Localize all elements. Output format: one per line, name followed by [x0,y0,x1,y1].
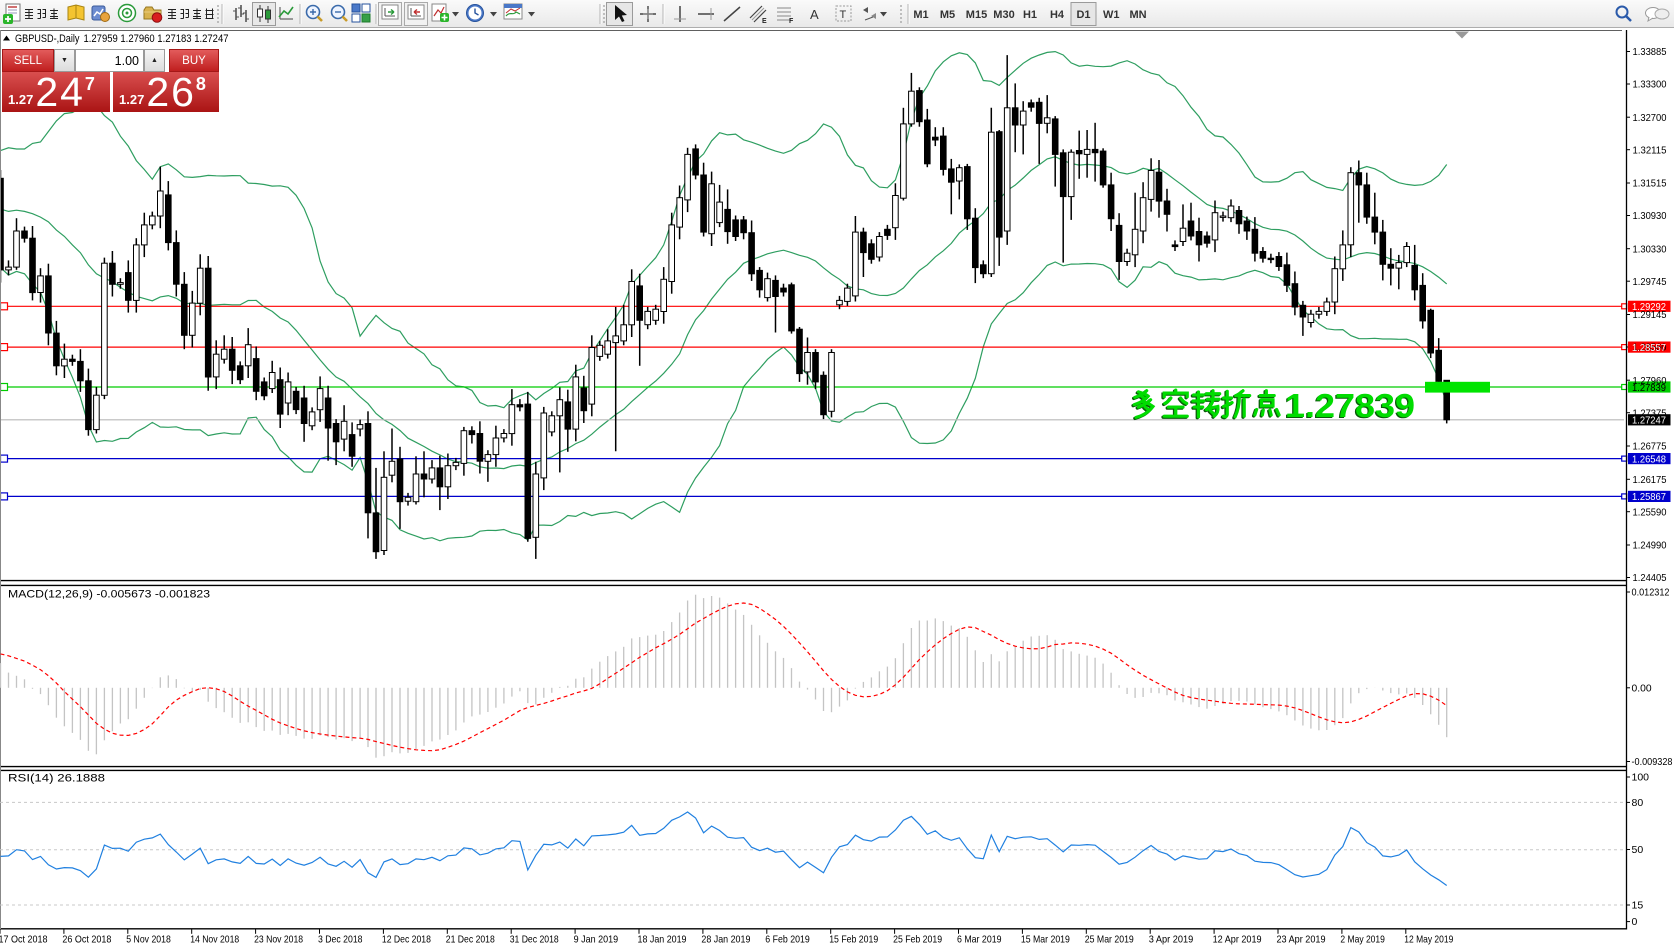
svg-text:31 Dec 2018: 31 Dec 2018 [510,935,559,946]
svg-text:12 May 2019: 12 May 2019 [1404,935,1453,946]
svg-text:M30: M30 [993,9,1014,21]
svg-text:1.24405: 1.24405 [1633,573,1667,584]
svg-text:1.32115: 1.32115 [1633,145,1667,156]
svg-text:5 Nov 2018: 5 Nov 2018 [126,935,171,946]
svg-text:0: 0 [1632,916,1638,928]
svg-text:1.26548: 1.26548 [1632,454,1666,465]
svg-text:23 Nov 2018: 23 Nov 2018 [254,935,303,946]
svg-text:1.28560: 1.28560 [1633,343,1667,354]
svg-text:M5: M5 [940,9,955,21]
svg-text:1.27960: 1.27960 [1633,376,1667,387]
svg-text:2 May 2019: 2 May 2019 [1340,935,1385,946]
svg-text:25 Feb 2019: 25 Feb 2019 [893,935,942,946]
svg-text:1.27959 1.27960 1.27183 1.2724: 1.27959 1.27960 1.27183 1.27247 [84,33,229,45]
svg-text:9 Jan 2019: 9 Jan 2019 [574,935,619,946]
svg-text:1.27247: 1.27247 [1632,416,1666,427]
svg-text:1.29292: 1.29292 [1632,302,1666,313]
svg-text:80: 80 [1632,797,1644,809]
svg-text:17 Oct 2018: 17 Oct 2018 [0,935,48,946]
svg-text:3 Apr 2019: 3 Apr 2019 [1149,935,1194,946]
svg-text:D1: D1 [1076,9,1090,21]
svg-text:12 Apr 2019: 12 Apr 2019 [1213,935,1262,946]
svg-text:0.012312: 0.012312 [1632,588,1670,599]
svg-text:MACD(12,26,9) -0.005673 -0.001: MACD(12,26,9) -0.005673 -0.001823 [8,589,210,601]
svg-text:1.29145: 1.29145 [1633,310,1667,321]
svg-text:1.29745: 1.29745 [1633,277,1667,288]
svg-text:1.26175: 1.26175 [1633,475,1667,486]
svg-text:RSI(14) 26.1888: RSI(14) 26.1888 [8,773,105,785]
svg-text:GBPUSD-,Daily: GBPUSD-,Daily [15,33,80,45]
svg-text:1.27839: 1.27839 [1284,388,1414,425]
svg-text:1.31515: 1.31515 [1633,179,1667,190]
svg-text:1.32700: 1.32700 [1633,113,1667,124]
svg-text:12 Dec 2018: 12 Dec 2018 [382,935,431,946]
svg-text:A: A [810,7,819,22]
svg-text:E: E [762,18,767,25]
svg-text:21 Dec 2018: 21 Dec 2018 [446,935,495,946]
svg-text:M15: M15 [966,9,987,21]
svg-text:18 Jan 2019: 18 Jan 2019 [638,935,687,946]
svg-text:1.33300: 1.33300 [1633,80,1667,91]
svg-text:1.27839: 1.27839 [1632,383,1666,394]
svg-text:1.24990: 1.24990 [1633,541,1667,552]
svg-text:28 Jan 2019: 28 Jan 2019 [701,935,750,946]
svg-text:F: F [789,18,794,25]
svg-text:1.25590: 1.25590 [1633,507,1667,518]
svg-text:26 Oct 2018: 26 Oct 2018 [62,935,111,946]
svg-text:14 Nov 2018: 14 Nov 2018 [190,935,239,946]
svg-text:1.33885: 1.33885 [1633,47,1667,58]
svg-text:MN: MN [1129,9,1146,21]
svg-text:1.30930: 1.30930 [1633,211,1667,222]
svg-text:1.28557: 1.28557 [1632,343,1666,354]
svg-text:1.25867: 1.25867 [1632,492,1666,503]
svg-text:W1: W1 [1103,9,1120,21]
svg-text:1.26775: 1.26775 [1633,442,1667,453]
svg-text:15 Mar 2019: 15 Mar 2019 [1021,935,1070,946]
svg-text:1.27839: 1.27839 [1285,387,1415,424]
svg-text:M1: M1 [913,9,928,21]
svg-text:1.30330: 1.30330 [1633,244,1667,255]
svg-text:15 Feb 2019: 15 Feb 2019 [829,935,878,946]
svg-text:T: T [840,9,847,21]
svg-text:15: 15 [1632,900,1644,912]
svg-text:-0.009328: -0.009328 [1632,757,1673,768]
svg-text:3 Dec 2018: 3 Dec 2018 [318,935,363,946]
svg-text:H4: H4 [1050,9,1065,21]
svg-text:23 Apr 2019: 23 Apr 2019 [1277,935,1326,946]
svg-text:6 Mar 2019: 6 Mar 2019 [957,935,1002,946]
svg-text:0.00: 0.00 [1632,683,1652,694]
svg-text:25 Mar 2019: 25 Mar 2019 [1085,935,1134,946]
svg-text:1.27375: 1.27375 [1633,408,1667,419]
svg-text:50: 50 [1632,844,1644,856]
svg-text:100: 100 [1632,772,1650,784]
svg-text:6 Feb 2019: 6 Feb 2019 [765,935,810,946]
svg-text:H1: H1 [1023,9,1037,21]
